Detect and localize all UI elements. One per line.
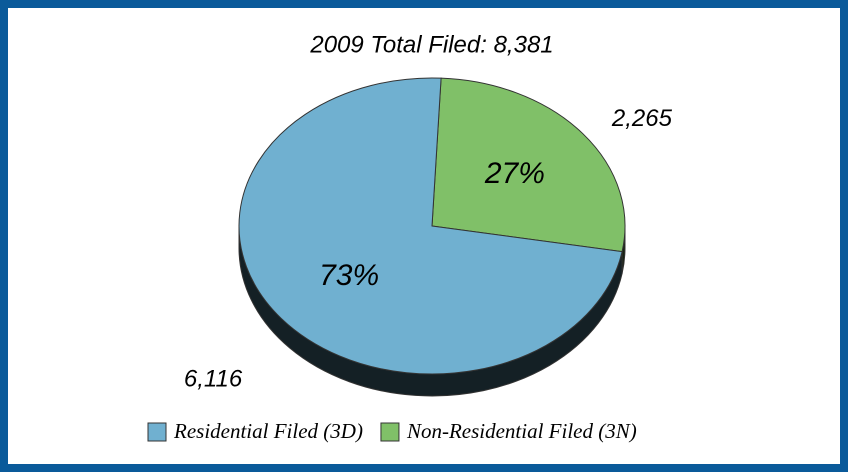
slice [431,77,626,253]
value-label: 6,116 [184,365,243,392]
legend-label: Non-Residential Filed (3N) [406,419,637,443]
chart-title: 2009 Total Filed: 8,381 [309,31,553,58]
slice [238,77,623,375]
legend-swatch [147,422,167,442]
legend-label: Residential Filed (3D) [173,419,363,443]
legend-swatch [380,422,400,442]
percentage-label: 27% [484,157,545,190]
value-label: 2,265 [611,105,673,132]
percentage-label: 73% [319,259,379,292]
